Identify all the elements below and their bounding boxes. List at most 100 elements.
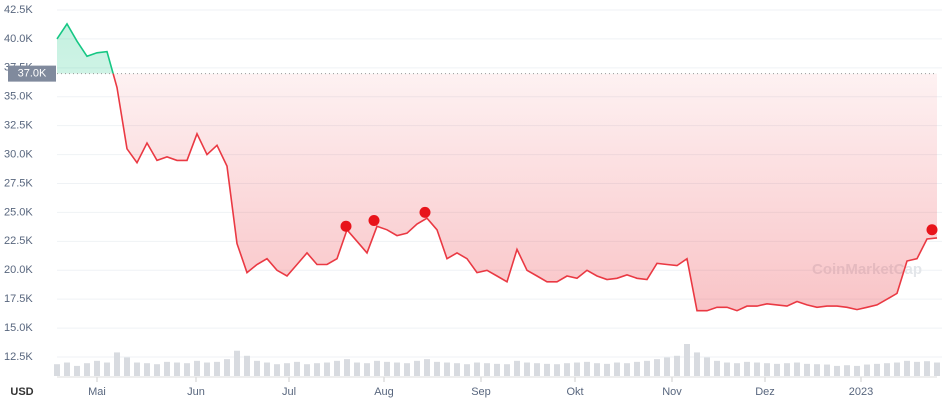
x-tick-label: 2023 [849, 386, 873, 398]
x-tick-label: Sep [471, 386, 491, 398]
area-up [57, 23, 114, 74]
x-tick-label: Okt [566, 386, 583, 398]
volume-bar [474, 362, 480, 376]
x-tick-label: Mai [88, 386, 106, 398]
baseline-label: 37.0K [18, 68, 47, 80]
price-line-down [112, 73, 938, 312]
volume-bar [824, 364, 830, 376]
volume-bar [704, 357, 710, 376]
volume-bar [274, 364, 280, 376]
volume-bar [294, 361, 300, 376]
volume-bar [144, 363, 150, 376]
volume-bar [314, 363, 320, 376]
volume-bar [594, 363, 600, 376]
volume-bar [434, 361, 440, 376]
event-marker [419, 206, 431, 218]
volume-bar [554, 364, 560, 376]
volume-bar [814, 364, 820, 376]
volume-bar [574, 362, 580, 376]
y-tick-label: 22.5K [4, 235, 33, 247]
volume-bar [504, 364, 510, 376]
x-tick-label: Jul [282, 386, 296, 398]
volume-bar [694, 352, 700, 376]
volume-bar [334, 360, 340, 376]
volume-bar [94, 360, 100, 376]
volume-bar [134, 362, 140, 376]
volume-bar [124, 357, 130, 376]
volume-bar [614, 362, 620, 376]
volume-bar [194, 360, 200, 376]
y-tick-label: 15.0K [4, 322, 33, 334]
volume-bar [204, 362, 210, 376]
baseline-label-bg [8, 65, 56, 82]
volume-bar [854, 365, 860, 376]
volume-bar [344, 359, 350, 376]
volume-bar [934, 362, 940, 376]
volume-bar [384, 361, 390, 376]
volume-bar [534, 363, 540, 376]
volume-bar [884, 363, 890, 376]
volume-bar [834, 365, 840, 376]
volume-bar [404, 363, 410, 376]
volume-bar [64, 362, 70, 376]
y-tick-label: 25.0K [4, 206, 33, 218]
volume-bar [394, 362, 400, 376]
volume-bar [254, 360, 260, 376]
volume-bar [804, 363, 810, 376]
area-down [57, 73, 937, 311]
volume-bar [414, 360, 420, 376]
volume-bar [374, 360, 380, 376]
volume-bar [154, 364, 160, 376]
volume-bar [864, 364, 870, 376]
volume-bar [264, 362, 270, 376]
y-tick-label: 30.0K [4, 148, 33, 160]
volume-bar [464, 364, 470, 376]
event-marker [368, 215, 380, 227]
volume-bar [214, 361, 220, 376]
volume-bar [624, 363, 630, 376]
volume-bar [674, 355, 680, 376]
volume-bar [234, 350, 240, 376]
volume-bar [914, 361, 920, 376]
volume-bar [664, 357, 670, 376]
volume-bar [734, 363, 740, 376]
volume-bar [894, 362, 900, 376]
volume-bar [104, 362, 110, 376]
y-tick-label: 12.5K [4, 351, 33, 363]
volume-bar [714, 360, 720, 376]
volume-bar [484, 363, 490, 376]
volume-bar [354, 362, 360, 376]
volume-bar [544, 363, 550, 376]
volume-bar [794, 362, 800, 376]
volume-bar [424, 359, 430, 376]
x-tick-label: Dez [755, 386, 775, 398]
volume-bar [774, 363, 780, 376]
volume-bar [54, 364, 60, 376]
unit-label: USD [10, 386, 33, 398]
y-tick-label: 32.5K [4, 120, 33, 132]
volume-bar [304, 364, 310, 376]
event-marker [340, 220, 352, 232]
volume-bar [244, 355, 250, 376]
x-tick-label: Aug [374, 386, 394, 398]
volume-bar [604, 363, 610, 376]
y-tick-label: 35.0K [4, 91, 33, 103]
volume-bar [724, 362, 730, 376]
volume-bar [74, 365, 80, 376]
volume-bar [364, 363, 370, 376]
volume-bar [454, 363, 460, 376]
volume-bar [224, 359, 230, 376]
volume-bar [744, 361, 750, 376]
y-tick-label: 42.5K [4, 4, 33, 16]
y-tick-label: 40.0K [4, 33, 33, 45]
volume-bar [754, 362, 760, 376]
volume-bar [174, 362, 180, 376]
event-marker [926, 224, 938, 236]
volume-bar [874, 363, 880, 376]
y-tick-label: 20.0K [4, 264, 33, 276]
volume-bar [444, 362, 450, 376]
volume-bar [684, 344, 690, 376]
volume-bar [564, 363, 570, 376]
volume-bar [524, 362, 530, 376]
